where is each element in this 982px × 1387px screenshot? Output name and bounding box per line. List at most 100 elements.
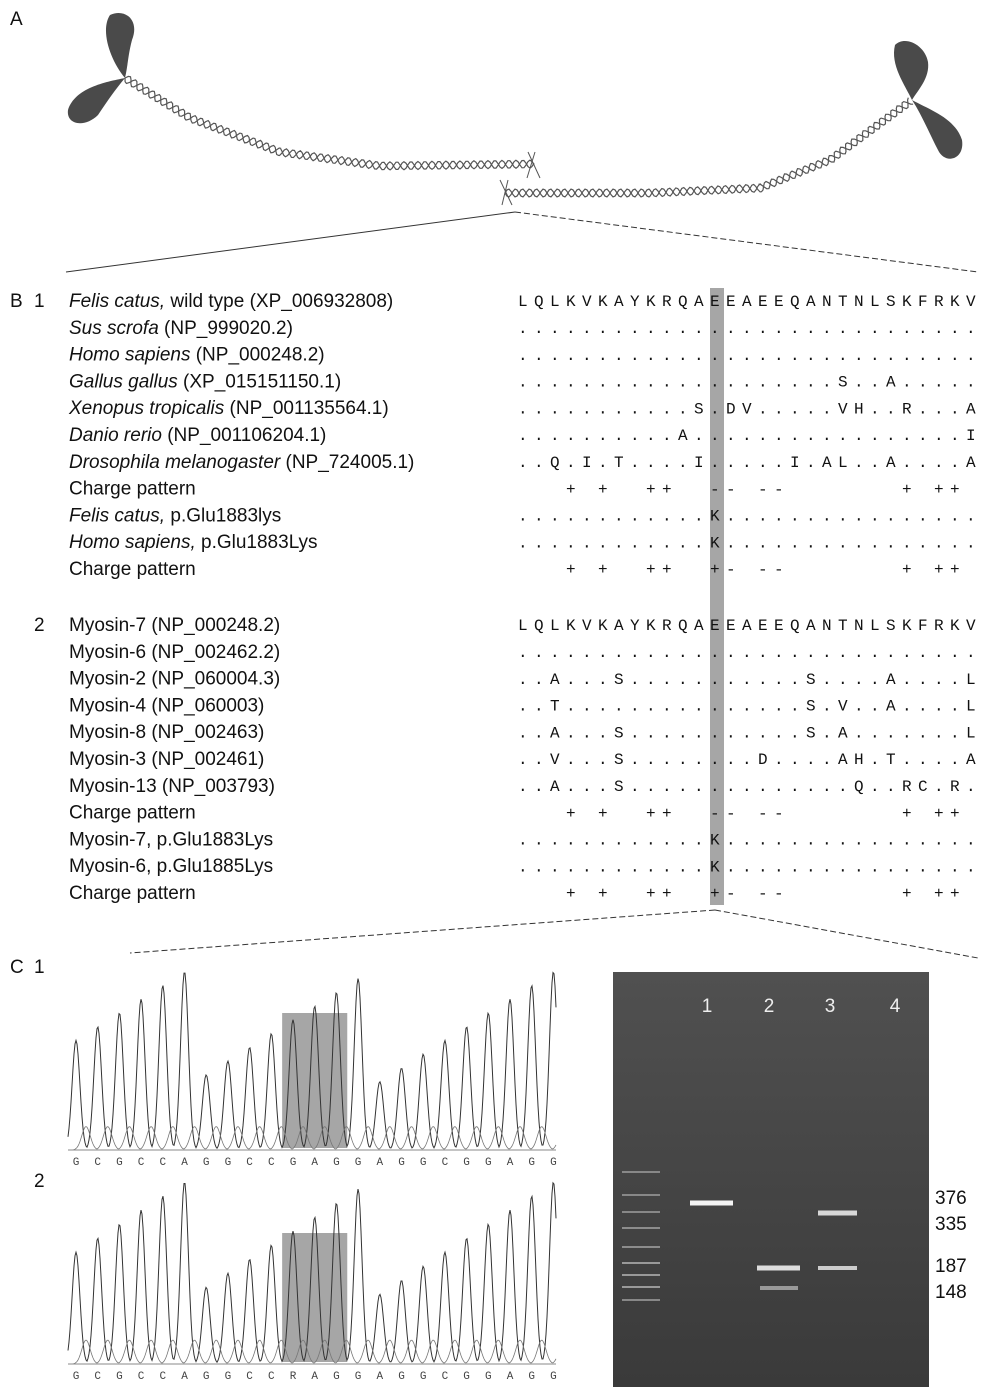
base-call: A [311, 1157, 318, 1169]
name-detail: (NP_001106204.1) [162, 425, 326, 446]
species-name: Myosin-3 (NP_002461) [69, 749, 264, 770]
base-call: C [138, 1371, 145, 1383]
name-detail: wild type (XP_006932808) [165, 291, 393, 312]
base-call: C [94, 1157, 101, 1169]
base-call: G [463, 1157, 470, 1169]
italic-name: Homo sapiens, [69, 532, 196, 553]
sequence: ............K................ [518, 508, 982, 526]
sequence: ..A...S...........S.A.......L [518, 724, 982, 742]
species-name: Myosin-6 (NP_002462.2) [69, 642, 280, 663]
species-name: Charge pattern [69, 479, 196, 500]
sequence: ............................. [518, 644, 982, 662]
sequence: + + ++ -- -- + ++ [518, 805, 982, 823]
base-call: C [159, 1157, 166, 1169]
zoom-line [66, 212, 515, 272]
base-call: G [420, 1157, 427, 1169]
species-name: Drosophila melanogaster (NP_724005.1) [69, 452, 414, 473]
base-call: G [398, 1371, 405, 1383]
name-detail: Charge pattern [69, 883, 196, 904]
base-call: C [442, 1371, 449, 1383]
base-call: G [528, 1371, 535, 1383]
name-detail: (NP_724005.1) [280, 452, 414, 473]
zoom-line [130, 910, 715, 953]
panel-label: B [10, 291, 23, 312]
name-detail: (NP_999020.2) [159, 318, 293, 339]
italic-name: Drosophila melanogaster [69, 452, 281, 473]
gel-image [613, 972, 929, 1387]
name-detail: Charge pattern [69, 559, 196, 580]
base-call: G [73, 1157, 80, 1169]
base-call: G [203, 1157, 210, 1169]
species-name: Myosin-8 (NP_002463) [69, 722, 264, 743]
sequence: ..V...S........D....AH.T....A [518, 751, 982, 769]
sequence: ............................. [518, 347, 982, 365]
myosin-head [912, 100, 962, 159]
species-name: Xenopus tropicalis (NP_001135564.1) [68, 398, 389, 419]
base-call: C [138, 1157, 145, 1169]
base-call: G [225, 1157, 232, 1169]
name-detail: Myosin-3 (NP_002461) [69, 749, 264, 770]
zoom-line [515, 212, 978, 272]
sequence: + + ++ -- -- + ++ [518, 481, 982, 499]
sequence: LQLKVKAYKRQAEEAEEQANTNLSKFRKV [518, 293, 982, 311]
italic-name: Felis catus, [69, 291, 165, 312]
base-call: C [246, 1157, 253, 1169]
base-call: C [268, 1157, 275, 1169]
sequence: ...........S.DV.....VH..R...A [518, 400, 982, 418]
sub-label: 1 [34, 957, 45, 978]
base-call: A [181, 1371, 188, 1383]
size-label: 335 [935, 1214, 967, 1235]
figure: A B 1 2 C 1 2 Felis catus, wild type (XP… [0, 0, 982, 1387]
size-label: 148 [935, 1282, 967, 1303]
species-name: Charge pattern [69, 559, 196, 580]
species-name: Myosin-4 (NP_060003) [69, 695, 264, 716]
base-call: G [116, 1157, 123, 1169]
base-call: C [159, 1371, 166, 1383]
name-detail: Myosin-13 (NP_003793) [69, 776, 275, 797]
base-call: A [376, 1371, 383, 1383]
base-call: G [398, 1157, 405, 1169]
base-call: G [116, 1371, 123, 1383]
highlight-box [282, 1013, 347, 1148]
base-call: A [507, 1157, 514, 1169]
species-name: Myosin-7 (NP_000248.2) [69, 615, 280, 636]
sequence: ..A...S..............Q..RC.R. [518, 778, 982, 796]
base-call: G [333, 1157, 340, 1169]
base-call: G [355, 1371, 362, 1383]
italic-name: Danio rerio [69, 425, 162, 446]
base-call: G [463, 1371, 470, 1383]
lane-label: 4 [890, 996, 901, 1017]
base-call: G [73, 1371, 80, 1383]
name-detail: (XP_015151150.1) [178, 371, 341, 392]
species-name: Felis catus, p.Glu1883lys [69, 505, 281, 526]
italic-name: Gallus gallus [69, 371, 178, 392]
zoom-line [715, 910, 978, 958]
base-call: G [485, 1371, 492, 1383]
size-label: 187 [935, 1256, 967, 1277]
species-name: Homo sapiens (NP_000248.2) [69, 345, 325, 366]
base-call: G [420, 1371, 427, 1383]
cut-mark [500, 152, 540, 205]
species-name: Myosin-13 (NP_003793) [69, 776, 275, 797]
species-name: Danio rerio (NP_001106204.1) [69, 425, 326, 446]
sequence: ..........A.................I [518, 427, 982, 445]
name-detail: Myosin-2 (NP_060004.3) [69, 669, 280, 690]
name-detail: Myosin-4 (NP_060003) [69, 695, 264, 716]
base-call: C [246, 1371, 253, 1383]
name-detail: Charge pattern [69, 479, 196, 500]
myosin-head [106, 13, 134, 78]
base-call: G [528, 1157, 535, 1169]
sequence: + + ++ +- -- + ++ [518, 885, 982, 903]
italic-name: Felis catus, [69, 505, 165, 526]
lane-label: 2 [764, 996, 775, 1017]
helix-strand [125, 78, 534, 170]
species-name: Gallus gallus (XP_015151150.1) [69, 371, 341, 392]
name-detail: p.Glu1883lys [165, 505, 281, 526]
name-detail: (NP_000248.2) [190, 345, 324, 366]
base-call: G [225, 1371, 232, 1383]
sequence: ............K................ [518, 832, 982, 850]
species-name: Homo sapiens, p.Glu1883Lys [69, 532, 318, 553]
base-call: C [94, 1371, 101, 1383]
name-detail: Myosin-6 (NP_002462.2) [69, 642, 280, 663]
panel-label: C [10, 957, 24, 978]
